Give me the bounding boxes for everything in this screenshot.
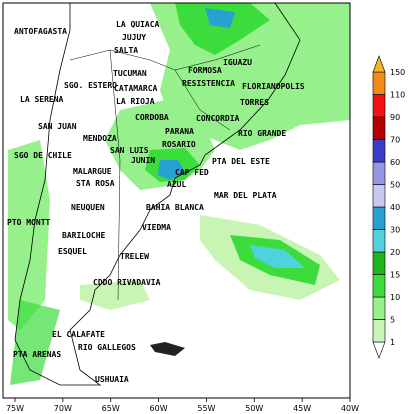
city-label: CONCORDIA: [196, 114, 240, 123]
city-label: JUNIN: [131, 156, 155, 165]
colorbar-segment: [372, 319, 386, 343]
city-label: MENDOZA: [83, 134, 117, 143]
city-label: RIO GALLEGOS: [78, 343, 136, 352]
city-label: TUCUMAN: [113, 69, 147, 78]
city-label: FLORIANOPOLIS: [242, 82, 305, 91]
legend-label: 15: [390, 271, 400, 280]
city-label: PARANA: [165, 127, 194, 136]
legend-label: 10: [390, 293, 400, 302]
legend-label: 30: [390, 226, 400, 235]
lon-label: 60W: [150, 404, 168, 413]
rain-area: [10, 300, 60, 385]
lon-label: 45W: [293, 404, 311, 413]
city-label: VIEDMA: [142, 223, 171, 232]
city-label: STA ROSA: [76, 179, 115, 188]
legend-label: 20: [390, 248, 400, 257]
legend-label: 5: [390, 316, 395, 325]
rain-area: [205, 8, 235, 28]
legend-label: 150: [390, 68, 405, 77]
city-label: MAR DEL PLATA: [214, 191, 277, 200]
city-label: RIO GRANDE: [238, 129, 286, 138]
city-label: TORRES: [240, 98, 269, 107]
legend-label: 70: [390, 136, 400, 145]
city-label: NEUQUEN: [71, 203, 105, 212]
city-label: FORMOSA: [188, 66, 222, 75]
colorbar-arrow: [372, 55, 386, 73]
colorbar-segment: [372, 94, 386, 118]
map-frame: [2, 2, 351, 399]
city-label: CAP FED: [175, 168, 209, 177]
city-label: AZUL: [167, 180, 186, 189]
rain-area: [158, 160, 185, 180]
city-label: JUJUY: [122, 33, 146, 42]
city-label: SGO. ESTERO: [64, 81, 117, 90]
city-label: MALARGUE: [73, 167, 112, 176]
colorbar-segment: [372, 206, 386, 230]
colorbar-arrow: [372, 341, 386, 359]
legend-label: 1: [390, 338, 395, 347]
rain-area: [175, 3, 270, 55]
legend-label: 90: [390, 113, 400, 122]
city-label: LA QUIACA: [116, 20, 160, 29]
colorbar-segment: [372, 139, 386, 163]
city-label: LA RIOJA: [116, 97, 155, 106]
legend-label: 50: [390, 181, 400, 190]
lon-label: 70W: [54, 404, 72, 413]
city-label: IGUAZU: [223, 58, 252, 67]
colorbar-segment: [372, 229, 386, 253]
legend-label: 60: [390, 158, 400, 167]
city-label: ANTOFAGASTA: [14, 27, 67, 36]
legend-label: 40: [390, 203, 400, 212]
islands: [150, 342, 185, 356]
colorbar-segment: [372, 184, 386, 208]
lon-label: 55W: [197, 404, 215, 413]
coastline: [14, 2, 301, 386]
city-label: SAN JUAN: [38, 122, 77, 131]
colorbar-segment: [372, 161, 386, 185]
city-label: BAHIA BLANCA: [146, 203, 204, 212]
city-labels: ANTOFAGASTA LA QUIACA JUJUY SALTA TUCUMA…: [7, 20, 305, 384]
city-label: PTA DEL ESTE: [212, 157, 270, 166]
city-label: PTO MONTT: [7, 218, 51, 227]
city-label: EL CALAFATE: [52, 330, 105, 339]
colorbar-segment: [372, 71, 386, 95]
rain-area: [8, 140, 50, 330]
rain-area: [250, 245, 305, 268]
city-label: SALTA: [114, 46, 138, 55]
city-label: TRELEW: [120, 252, 149, 261]
colorbar-segment: [372, 296, 386, 320]
precipitation: [8, 3, 350, 385]
city-label: CATAMARCA: [114, 84, 158, 93]
lon-label: 75W: [6, 404, 24, 413]
colorbar-segment: [372, 251, 386, 275]
city-label: SAN LUIS: [110, 146, 149, 155]
city-label: BARILOCHE: [62, 231, 106, 240]
legend-label: 110: [390, 91, 405, 100]
lon-label: 40W: [341, 404, 359, 413]
city-label: PTA ARENAS: [13, 350, 61, 359]
city-label: USHUAIA: [95, 375, 129, 384]
city-label: LA SERENA: [20, 95, 64, 104]
colorbar-segment: [372, 274, 386, 298]
city-label: ROSARIO: [162, 140, 196, 149]
city-label: RESISTENCIA: [182, 79, 235, 88]
borders: [69, 44, 261, 301]
city-label: CORDOBA: [135, 113, 169, 122]
city-label: CDDO RIVADAVIA: [93, 278, 161, 287]
city-label: SGO DE CHILE: [14, 151, 72, 160]
city-label: ESQUEL: [58, 247, 87, 256]
lon-label: 50W: [245, 404, 263, 413]
colorbar-segment: [372, 116, 386, 140]
lon-label: 65W: [102, 404, 120, 413]
